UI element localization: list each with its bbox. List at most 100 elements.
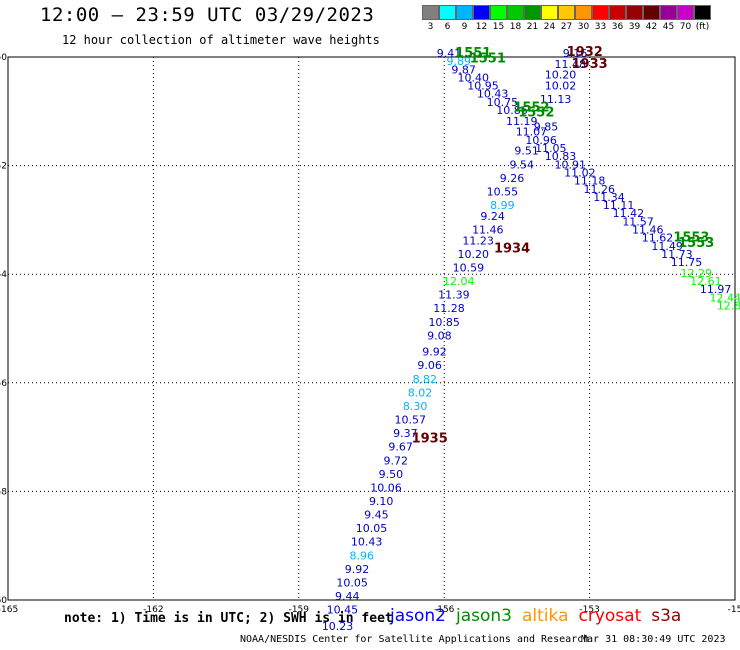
time-label: 1935 (412, 432, 448, 447)
time-label: 1553 (673, 231, 709, 246)
swh-value: 10.86 (496, 104, 528, 117)
time-label: 1933 (572, 57, 608, 72)
legend-label: 3 (427, 22, 434, 32)
satellite-legend: jason2 jason3 altika cryosat s3a (390, 606, 691, 626)
page-subtitle: 12 hour collection of altimeter wave hei… (62, 33, 380, 47)
swh-value: 9.51 (514, 145, 539, 158)
legend-label: 39 (628, 22, 641, 32)
units-note: note: 1) Time is in UTC; 2) SWH is in fe… (64, 611, 393, 626)
swh-value: 11.73 (661, 248, 693, 261)
legend-swatches (422, 5, 711, 20)
legend-swatch (660, 5, 677, 20)
legend-swatch (456, 5, 473, 20)
swh-value: 11.18 (574, 175, 606, 188)
swh-value: 11.07 (516, 126, 548, 139)
swh-value: 11.46 (472, 223, 504, 236)
swh-value: 8.02 (408, 386, 433, 399)
swh-value: 11.23 (462, 234, 494, 247)
color-legend: 3 6 9 12 15 18 21 24 27 30 33 36 39 42 45 70 (ft) (422, 5, 711, 32)
swh-value: 10.05 (336, 576, 368, 589)
legend-swatch (592, 5, 609, 20)
legend-swatch (626, 5, 643, 20)
swh-value: 12.88 (717, 299, 740, 312)
swh-value: 9.54 (509, 158, 534, 171)
y-tick-label: -60 (0, 596, 7, 606)
time-label: 1932 (567, 45, 603, 60)
swh-value: 12.44 (710, 291, 740, 304)
legend-swatch (473, 5, 490, 20)
swh-value: 11.48 (554, 58, 586, 71)
swh-value: 11.39 (438, 289, 470, 302)
swh-value: 10.91 (554, 158, 586, 171)
swh-value: 8.30 (403, 400, 428, 413)
swh-value: 9.67 (388, 441, 413, 454)
swh-value: 10.20 (458, 248, 490, 261)
legend-label: 42 (645, 22, 658, 32)
legend-label: 15 (492, 22, 505, 32)
legend-swatch (643, 5, 660, 20)
swh-value: 9.45 (364, 509, 389, 522)
swh-value: 9.89 (446, 55, 471, 68)
swh-value: 12.61 (690, 275, 722, 288)
swh-value: 11.97 (700, 283, 732, 296)
swh-value: 11.49 (651, 240, 683, 253)
swh-value: 9.08 (427, 329, 452, 342)
swh-value: 9.50 (379, 468, 404, 481)
y-tick-label: -58 (0, 487, 7, 497)
legend-label: 12 (475, 22, 488, 32)
swh-value: 9.44 (335, 590, 360, 603)
x-tick-label: -159 (289, 605, 310, 615)
swh-value: 11.05 (535, 142, 567, 155)
swh-value: 8.82 (413, 373, 438, 386)
swh-value: 9.16 (563, 47, 588, 60)
legend-swatch (609, 5, 626, 20)
swh-value: 12.04 (443, 275, 475, 288)
x-tick-label: -162 (143, 605, 163, 615)
legend-label: 45 (662, 22, 675, 32)
swh-value: 9.41 (437, 47, 462, 60)
swh-value: 10.83 (545, 150, 577, 163)
y-tick-label: -54 (0, 270, 7, 280)
swh-value: 10.45 (327, 604, 359, 617)
y-tick-label: -50 (0, 53, 7, 63)
x-tick-label: -156 (434, 605, 455, 615)
swh-value: 11.26 (584, 183, 616, 196)
swh-value: 10.20 (545, 69, 577, 82)
swh-value: 11.13 (540, 93, 572, 106)
credit-line: NOAA/NESDIS Center for Satellite Applica… (240, 634, 590, 645)
legend-swatch (694, 5, 711, 20)
swh-value: 10.59 (453, 261, 485, 274)
swh-value: 11.62 (642, 232, 674, 245)
satellite-jason3: jason3 (456, 606, 512, 626)
time-label: 1551 (455, 46, 491, 61)
swh-value: 11.34 (593, 191, 625, 204)
legend-swatch (507, 5, 524, 20)
swh-value: 10.55 (487, 185, 519, 198)
swh-value: 8.99 (490, 199, 515, 212)
swh-value: 10.57 (395, 414, 427, 427)
swh-value: 10.43 (351, 536, 383, 549)
swh-value: 10.05 (356, 522, 388, 535)
swh-value: 9.72 (383, 454, 408, 467)
swh-value: 9.87 (451, 63, 476, 76)
swh-value: 11.75 (671, 256, 703, 269)
swh-value: 9.92 (422, 346, 447, 359)
axis-ticks: -165 -162 -159 -156 -153 -15 -50 -52 -54 -56 -58 -6… (0, 53, 740, 615)
swh-value: 9.10 (369, 495, 394, 508)
swh-value: 10.23 (322, 620, 354, 633)
time-label: 1553 (678, 236, 714, 251)
y-tick-label: -52 (0, 162, 7, 172)
swh-values: 9.1611.4810.2010.0211.139.859.519.549.26… (322, 47, 740, 633)
legend-label: 27 (560, 22, 573, 32)
legend-label: 6 (444, 22, 451, 32)
swh-value: 9.26 (500, 172, 525, 185)
swh-value: 10.96 (525, 134, 557, 147)
satellite-jason2: jason2 (390, 606, 446, 626)
satellite-s3a: s3a (651, 606, 682, 626)
legend-swatch (439, 5, 456, 20)
legend-label: 18 (509, 22, 522, 32)
legend-label: 21 (526, 22, 539, 32)
legend-swatch (677, 5, 694, 20)
